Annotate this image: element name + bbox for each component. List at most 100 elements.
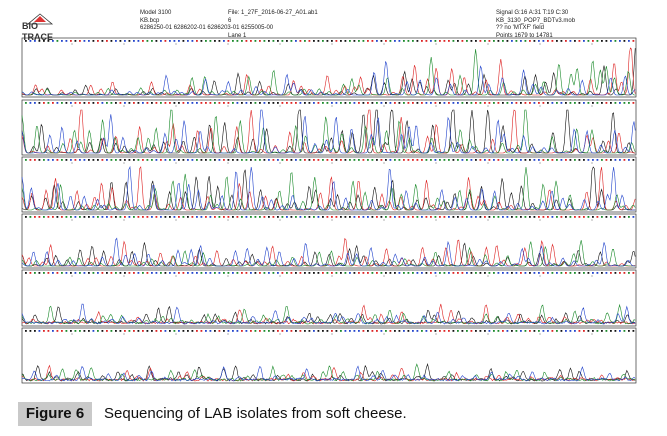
base-dot <box>223 216 225 218</box>
base-dot <box>389 330 392 332</box>
base-dot <box>497 272 500 274</box>
base-dot <box>268 216 270 218</box>
base-dot <box>52 272 54 274</box>
base-dot <box>142 102 144 104</box>
base-dot <box>556 159 558 161</box>
base-dot <box>565 159 567 161</box>
header-text: Points 1679 to 14781 <box>496 32 553 39</box>
base-dot <box>601 330 603 332</box>
base-dot <box>574 330 576 332</box>
base-dot <box>254 102 257 104</box>
base-dot <box>142 40 144 42</box>
base-dot <box>353 216 356 218</box>
base-dot <box>214 40 216 42</box>
base-dot <box>236 330 239 332</box>
base-dot <box>448 330 450 332</box>
base-dot <box>124 102 126 104</box>
base-dot <box>83 159 86 161</box>
base-dot <box>106 159 108 161</box>
base-dot <box>371 102 374 104</box>
base-dot <box>457 159 459 161</box>
base-dot <box>362 159 365 161</box>
base-dot <box>308 272 311 274</box>
base-dot <box>326 272 329 274</box>
base-dot <box>173 102 176 104</box>
base-dot <box>515 102 518 104</box>
base-dot <box>227 330 230 332</box>
base-dot <box>47 216 50 218</box>
base-dot <box>619 330 621 332</box>
base-dot <box>133 40 135 42</box>
base-dot <box>538 216 540 218</box>
base-dot <box>461 330 464 332</box>
base-dot <box>520 216 522 218</box>
base-dot <box>299 102 302 104</box>
base-dot <box>412 330 414 332</box>
base-dot <box>74 216 77 218</box>
base-dot <box>574 272 576 274</box>
base-dot <box>353 330 356 332</box>
base-dot <box>299 40 302 42</box>
base-dot <box>583 102 585 104</box>
base-dot <box>146 40 149 42</box>
base-dot <box>385 40 387 42</box>
base-dot <box>34 330 36 332</box>
base-dot <box>556 40 558 42</box>
base-dot <box>151 330 153 332</box>
base-dot <box>38 330 41 332</box>
base-dot <box>308 40 311 42</box>
base-dot <box>632 40 635 42</box>
base-dot <box>52 102 54 104</box>
base-dot <box>124 216 126 218</box>
base-dot <box>493 272 495 274</box>
base-dot <box>205 216 207 218</box>
base-dot <box>398 272 401 274</box>
base-dot <box>205 102 207 104</box>
base-dot <box>295 330 297 332</box>
base-dot <box>407 159 410 161</box>
base-dot <box>227 159 230 161</box>
base-dot <box>178 159 180 161</box>
header-text: 6 <box>228 17 232 24</box>
base-dot <box>74 272 77 274</box>
base-dot <box>439 159 441 161</box>
base-dot <box>560 330 563 332</box>
base-dot <box>349 330 351 332</box>
base-dot <box>556 330 558 332</box>
base-dot <box>367 40 369 42</box>
base-dot <box>430 159 432 161</box>
base-dot <box>605 102 608 104</box>
base-dot <box>353 102 356 104</box>
base-dot <box>43 102 45 104</box>
base-dot <box>200 40 203 42</box>
base-dot <box>110 102 113 104</box>
base-dot <box>52 159 54 161</box>
base-dot <box>398 40 401 42</box>
base-dot <box>515 216 518 218</box>
base-dot <box>290 159 293 161</box>
base-dot <box>425 40 428 42</box>
base-dot <box>407 330 410 332</box>
base-dot <box>128 40 131 42</box>
base-dot <box>605 216 608 218</box>
base-dot <box>160 330 162 332</box>
base-dot <box>232 159 234 161</box>
base-dot <box>196 40 198 42</box>
base-dot <box>448 272 450 274</box>
base-dot <box>502 272 504 274</box>
base-dot <box>79 40 81 42</box>
base-dot <box>200 330 203 332</box>
base-dot <box>542 330 545 332</box>
base-dot <box>556 102 558 104</box>
base-dot <box>542 102 545 104</box>
base-dot <box>502 330 504 332</box>
base-dot <box>137 330 140 332</box>
trace <box>21 166 636 211</box>
base-dot <box>268 102 270 104</box>
base-dot <box>610 330 612 332</box>
base-dot <box>169 159 171 161</box>
base-dot <box>250 40 252 42</box>
base-dot <box>151 272 153 274</box>
base-dot <box>371 330 374 332</box>
base-dot <box>155 216 158 218</box>
